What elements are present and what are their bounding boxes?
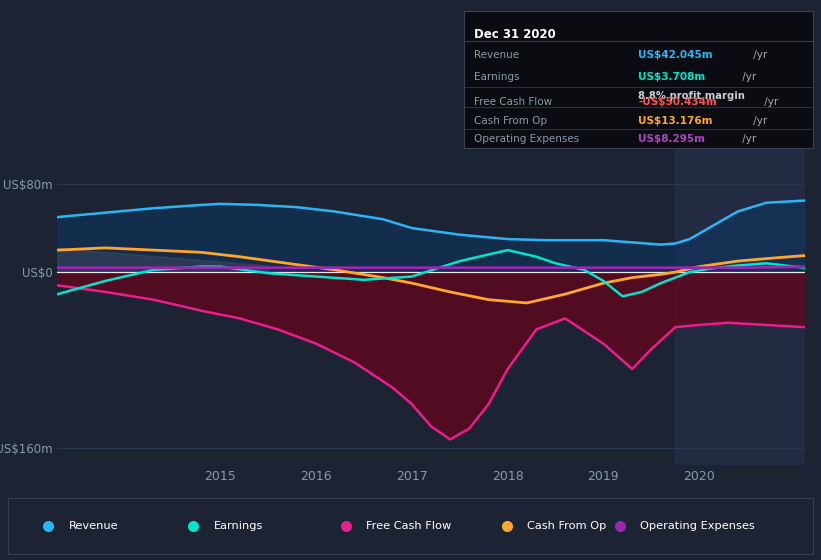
Text: Cash From Op: Cash From Op [475, 116, 548, 126]
Text: US$8.295m: US$8.295m [639, 134, 705, 144]
Text: Dec 31 2020: Dec 31 2020 [475, 27, 556, 41]
Text: -US$50.434m: -US$50.434m [639, 97, 718, 107]
Text: Free Cash Flow: Free Cash Flow [475, 97, 553, 107]
Text: /yr: /yr [750, 116, 768, 126]
Text: Operating Expenses: Operating Expenses [640, 521, 754, 531]
Text: US$13.176m: US$13.176m [639, 116, 713, 126]
Text: Earnings: Earnings [475, 72, 520, 82]
Text: Operating Expenses: Operating Expenses [475, 134, 580, 144]
Text: Free Cash Flow: Free Cash Flow [366, 521, 452, 531]
Bar [675, 140, 805, 465]
Text: 8.8% profit margin: 8.8% profit margin [639, 91, 745, 101]
Text: /yr: /yr [750, 50, 768, 60]
Text: US$3.708m: US$3.708m [639, 72, 705, 82]
Text: Cash From Op: Cash From Op [527, 521, 607, 531]
Text: Earnings: Earnings [213, 521, 263, 531]
Text: Revenue: Revenue [475, 50, 520, 60]
Text: /yr: /yr [739, 72, 756, 82]
Text: /yr: /yr [761, 97, 778, 107]
Text: US$42.045m: US$42.045m [639, 50, 713, 60]
Text: /yr: /yr [739, 134, 756, 144]
Text: Revenue: Revenue [68, 521, 118, 531]
